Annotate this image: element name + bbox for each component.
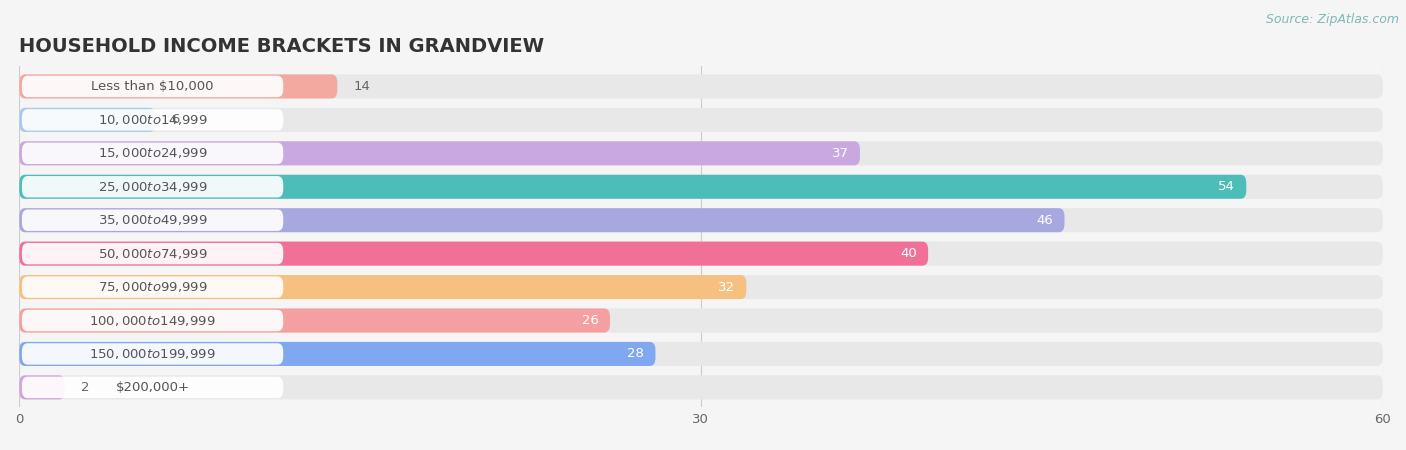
- Text: $150,000 to $199,999: $150,000 to $199,999: [90, 347, 217, 361]
- FancyBboxPatch shape: [20, 242, 1382, 266]
- FancyBboxPatch shape: [22, 310, 283, 331]
- Text: $15,000 to $24,999: $15,000 to $24,999: [98, 146, 208, 160]
- FancyBboxPatch shape: [20, 375, 1382, 400]
- Text: 26: 26: [582, 314, 599, 327]
- Text: $75,000 to $99,999: $75,000 to $99,999: [98, 280, 208, 294]
- FancyBboxPatch shape: [22, 143, 283, 164]
- Text: 28: 28: [627, 347, 644, 360]
- Text: Less than $10,000: Less than $10,000: [91, 80, 214, 93]
- FancyBboxPatch shape: [22, 109, 283, 130]
- Text: 54: 54: [1218, 180, 1234, 193]
- FancyBboxPatch shape: [22, 343, 283, 365]
- Text: $35,000 to $49,999: $35,000 to $49,999: [98, 213, 208, 227]
- FancyBboxPatch shape: [20, 308, 1382, 333]
- FancyBboxPatch shape: [20, 342, 655, 366]
- Text: $100,000 to $149,999: $100,000 to $149,999: [90, 314, 217, 328]
- FancyBboxPatch shape: [20, 175, 1382, 199]
- FancyBboxPatch shape: [22, 377, 283, 398]
- FancyBboxPatch shape: [20, 342, 1382, 366]
- FancyBboxPatch shape: [20, 74, 1382, 99]
- FancyBboxPatch shape: [22, 76, 283, 97]
- FancyBboxPatch shape: [22, 176, 283, 198]
- Text: $200,000+: $200,000+: [115, 381, 190, 394]
- FancyBboxPatch shape: [20, 141, 860, 165]
- FancyBboxPatch shape: [22, 210, 283, 231]
- Text: 32: 32: [718, 280, 735, 293]
- Text: 6: 6: [172, 113, 180, 126]
- FancyBboxPatch shape: [20, 275, 747, 299]
- FancyBboxPatch shape: [20, 208, 1064, 232]
- Text: Source: ZipAtlas.com: Source: ZipAtlas.com: [1265, 14, 1399, 27]
- FancyBboxPatch shape: [22, 243, 283, 264]
- FancyBboxPatch shape: [20, 242, 928, 266]
- FancyBboxPatch shape: [20, 74, 337, 99]
- FancyBboxPatch shape: [20, 275, 1382, 299]
- FancyBboxPatch shape: [22, 276, 283, 298]
- Text: 40: 40: [900, 247, 917, 260]
- FancyBboxPatch shape: [20, 208, 1382, 232]
- Text: $50,000 to $74,999: $50,000 to $74,999: [98, 247, 208, 261]
- Text: $25,000 to $34,999: $25,000 to $34,999: [98, 180, 208, 194]
- FancyBboxPatch shape: [20, 141, 1382, 165]
- FancyBboxPatch shape: [20, 108, 156, 132]
- Text: $10,000 to $14,999: $10,000 to $14,999: [98, 113, 208, 127]
- FancyBboxPatch shape: [20, 108, 1382, 132]
- Text: 37: 37: [831, 147, 849, 160]
- Text: 2: 2: [80, 381, 89, 394]
- Text: 46: 46: [1036, 214, 1053, 227]
- Text: 14: 14: [353, 80, 370, 93]
- Text: HOUSEHOLD INCOME BRACKETS IN GRANDVIEW: HOUSEHOLD INCOME BRACKETS IN GRANDVIEW: [20, 37, 544, 57]
- FancyBboxPatch shape: [20, 175, 1246, 199]
- FancyBboxPatch shape: [20, 308, 610, 333]
- FancyBboxPatch shape: [20, 375, 65, 400]
